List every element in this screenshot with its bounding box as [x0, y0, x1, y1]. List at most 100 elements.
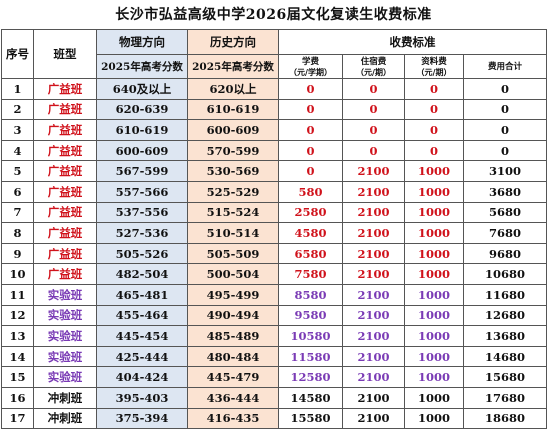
row-physics-score: 505-526: [96, 242, 188, 265]
header-row-1: 序号 班型 物理方向 历史方向 收费标准: [1, 29, 547, 79]
row-index: 7: [1, 201, 34, 224]
row-materials: 0: [404, 119, 464, 141]
row-physics-score: 527-536: [96, 222, 188, 244]
row-total: 3680: [463, 180, 547, 203]
row-materials: 0: [404, 98, 464, 121]
row-tuition: 7580: [278, 263, 343, 285]
row-tuition: 6580: [278, 242, 343, 265]
row-class-type: 广益班: [33, 78, 97, 100]
row-tuition: 580: [278, 180, 343, 203]
table-row: 4 广益班 600-609 570-599 0 0 0 0: [1, 139, 547, 162]
row-accommodation: 2100: [342, 366, 405, 388]
row-materials: 1000: [404, 263, 464, 285]
row-total: 13680: [463, 325, 547, 347]
row-accommodation: 2100: [342, 304, 405, 327]
row-class-type: 冲刺班: [33, 407, 97, 429]
header-accommodation-label: 住宿费: [360, 56, 387, 67]
row-class-type: 广益班: [33, 139, 97, 162]
row-class-type: 广益班: [33, 201, 97, 224]
header-fees: 收费标准: [278, 29, 547, 55]
row-history-score: 525-529: [187, 180, 279, 203]
row-accommodation: 2100: [342, 407, 405, 429]
row-index: 3: [1, 119, 34, 141]
header-tuition-label: 学费: [301, 56, 319, 67]
row-index: 16: [1, 386, 34, 409]
row-accommodation: 2100: [342, 345, 405, 368]
row-history-score: 600-609: [187, 119, 279, 141]
row-physics-score: 600-609: [96, 139, 188, 162]
row-history-score: 510-514: [187, 222, 279, 244]
row-materials: 1000: [404, 345, 464, 368]
row-history-score: 490-494: [187, 304, 279, 327]
table-row: 11 实验班 465-481 495-499 8580 2100 1000 11680: [1, 283, 547, 306]
row-class-type: 实验班: [33, 283, 97, 306]
row-accommodation: 0: [342, 98, 405, 121]
row-index: 17: [1, 407, 34, 429]
row-index: 12: [1, 304, 34, 327]
row-class-type: 广益班: [33, 98, 97, 121]
row-total: 9680: [463, 242, 547, 265]
row-tuition: 11580: [278, 345, 343, 368]
row-materials: 1000: [404, 201, 464, 224]
row-history-score: 610-619: [187, 98, 279, 121]
sheet-title: 长沙市弘益高级中学2026届文化复读生收费标准: [115, 7, 432, 23]
row-class-type: 广益班: [33, 263, 97, 285]
table-row: 3 广益班 610-619 600-609 0 0 0 0: [1, 119, 547, 141]
row-accommodation: 2100: [342, 242, 405, 265]
row-physics-score: 455-464: [96, 304, 188, 327]
header-physics: 物理方向: [96, 29, 188, 55]
header-index: 序号: [1, 29, 34, 79]
row-materials: 0: [404, 78, 464, 100]
row-accommodation: 2100: [342, 325, 405, 347]
row-physics-score: 482-504: [96, 263, 188, 285]
row-class-type: 广益班: [33, 160, 97, 182]
row-total: 0: [463, 119, 547, 141]
row-materials: 1000: [404, 325, 464, 347]
row-physics-score: 425-444: [96, 345, 188, 368]
table-row: 10 广益班 482-504 500-504 7580 2100 1000 10680: [1, 263, 547, 285]
header-materials-unit: （元/期）: [416, 66, 452, 77]
row-tuition: 10580: [278, 325, 343, 347]
row-accommodation: 2100: [342, 263, 405, 285]
header-accommodation-unit: （元/期）: [356, 66, 391, 77]
row-accommodation: 0: [342, 78, 405, 100]
row-total: 0: [463, 98, 547, 121]
header-materials: 资料费 （元/期）: [404, 54, 464, 79]
row-index: 13: [1, 325, 34, 347]
row-index: 1: [1, 78, 34, 100]
header-physics-sub: 2025年高考分数: [96, 54, 188, 79]
row-accommodation: 2100: [342, 201, 405, 224]
row-tuition: 0: [278, 160, 343, 182]
row-total: 12680: [463, 304, 547, 327]
row-class-type: 广益班: [33, 180, 97, 203]
header-history: 历史方向: [187, 29, 279, 55]
row-materials: 1000: [404, 283, 464, 306]
table-row: 8 广益班 527-536 510-514 4580 2100 1000 7680: [1, 222, 547, 244]
row-total: 14680: [463, 345, 547, 368]
row-physics-score: 567-599: [96, 160, 188, 182]
row-index: 8: [1, 222, 34, 244]
row-history-score: 530-569: [187, 160, 279, 182]
row-index: 6: [1, 180, 34, 203]
row-class-type: 广益班: [33, 242, 97, 265]
row-history-score: 495-499: [187, 283, 279, 306]
row-tuition: 15580: [278, 407, 343, 429]
header-history-sub: 2025年高考分数: [187, 54, 279, 79]
row-materials: 1000: [404, 366, 464, 388]
row-index: 9: [1, 242, 34, 265]
row-accommodation: 2100: [342, 160, 405, 182]
row-total: 10680: [463, 263, 547, 285]
row-class-type: 实验班: [33, 366, 97, 388]
row-total: 0: [463, 139, 547, 162]
table-row: 12 实验班 455-464 490-494 9580 2100 1000 12680: [1, 304, 547, 327]
row-total: 15680: [463, 366, 547, 388]
table-row: 1 广益班 640及以上 620以上 0 0 0 0: [1, 78, 547, 100]
row-tuition: 0: [278, 119, 343, 141]
row-accommodation: 0: [342, 119, 405, 141]
row-class-type: 广益班: [33, 119, 97, 141]
row-tuition: 12580: [278, 366, 343, 388]
row-tuition: 0: [278, 78, 343, 100]
table-row: 13 实验班 445-454 485-489 10580 2100 1000 13680: [1, 325, 547, 347]
header-class-type: 班型: [33, 29, 97, 79]
